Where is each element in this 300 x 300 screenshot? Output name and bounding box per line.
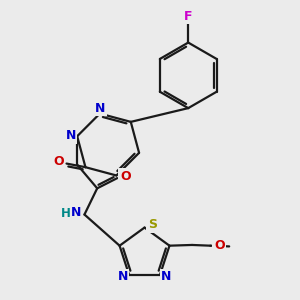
- Text: N: N: [94, 102, 105, 115]
- Text: O: O: [53, 155, 64, 168]
- Text: O: O: [120, 170, 130, 183]
- Text: N: N: [161, 270, 172, 283]
- Text: F: F: [184, 10, 193, 23]
- Text: S: S: [148, 218, 157, 231]
- Text: N: N: [117, 270, 128, 283]
- Text: H: H: [61, 207, 70, 220]
- Text: N: N: [65, 129, 76, 142]
- Text: N: N: [71, 206, 82, 219]
- Text: O: O: [214, 239, 225, 252]
